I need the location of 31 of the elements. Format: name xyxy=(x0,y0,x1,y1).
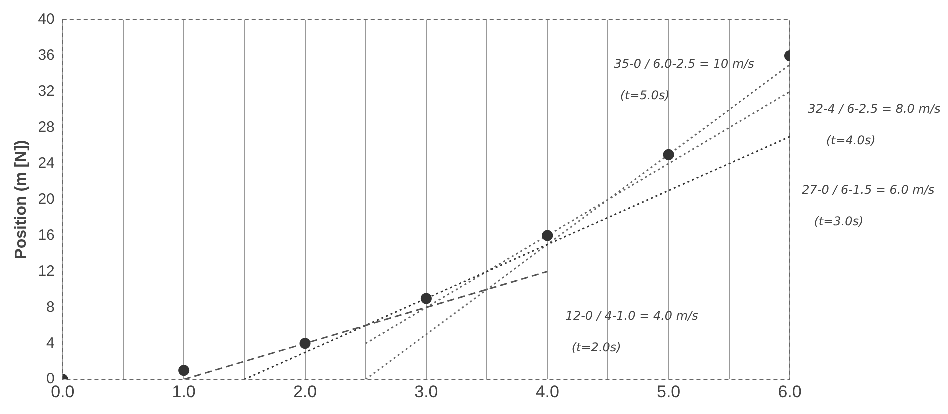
x-tick-label: 1.0 xyxy=(172,382,196,402)
point xyxy=(178,365,190,376)
text: 32-4 / 6-2.5 = 8.0 m/s xyxy=(808,102,941,116)
y-tick-label: 40 xyxy=(38,11,55,28)
y-tick-label: 36 xyxy=(38,47,55,64)
x-tick-label: 3.0 xyxy=(414,382,438,402)
text: (t=4.0s) xyxy=(826,133,876,148)
point xyxy=(663,149,674,160)
annotation: (t=5.0s) xyxy=(620,88,670,103)
y-axis-title: Position (m [N]) xyxy=(13,140,30,260)
text: 27-0 / 6-1.5 = 6.0 m/s xyxy=(802,182,935,197)
annotation: (t=2.0s) xyxy=(572,340,622,354)
y-tick-label: 4 xyxy=(46,334,55,352)
x-tick-label: 0.0 xyxy=(51,382,75,402)
x-tick-label: 2.0 xyxy=(293,382,318,402)
y-tick-label: 28 xyxy=(38,119,55,136)
point xyxy=(420,293,432,304)
annotation: 12-0 / 4-1.0 = 4.0 m/s xyxy=(566,308,698,323)
y-tick-label: 20 xyxy=(38,190,55,208)
x-tick-label: 6.0 xyxy=(778,382,802,402)
point xyxy=(542,230,554,242)
y-tick-label: 24 xyxy=(38,154,55,172)
x-tick-label: 5.0 xyxy=(656,382,681,402)
annotation: 35-0 / 6.0-2.5 = 10 m/s xyxy=(614,57,754,72)
x-tick-label: 4.0 xyxy=(536,382,560,402)
y-tick-label: 32 xyxy=(38,83,55,100)
y-tick-label: 8 xyxy=(46,298,55,316)
text: (t=3.0s) xyxy=(814,214,864,228)
point xyxy=(300,338,311,350)
y-tick-label: 12 xyxy=(38,262,55,280)
y-tick-label: 16 xyxy=(38,226,55,244)
